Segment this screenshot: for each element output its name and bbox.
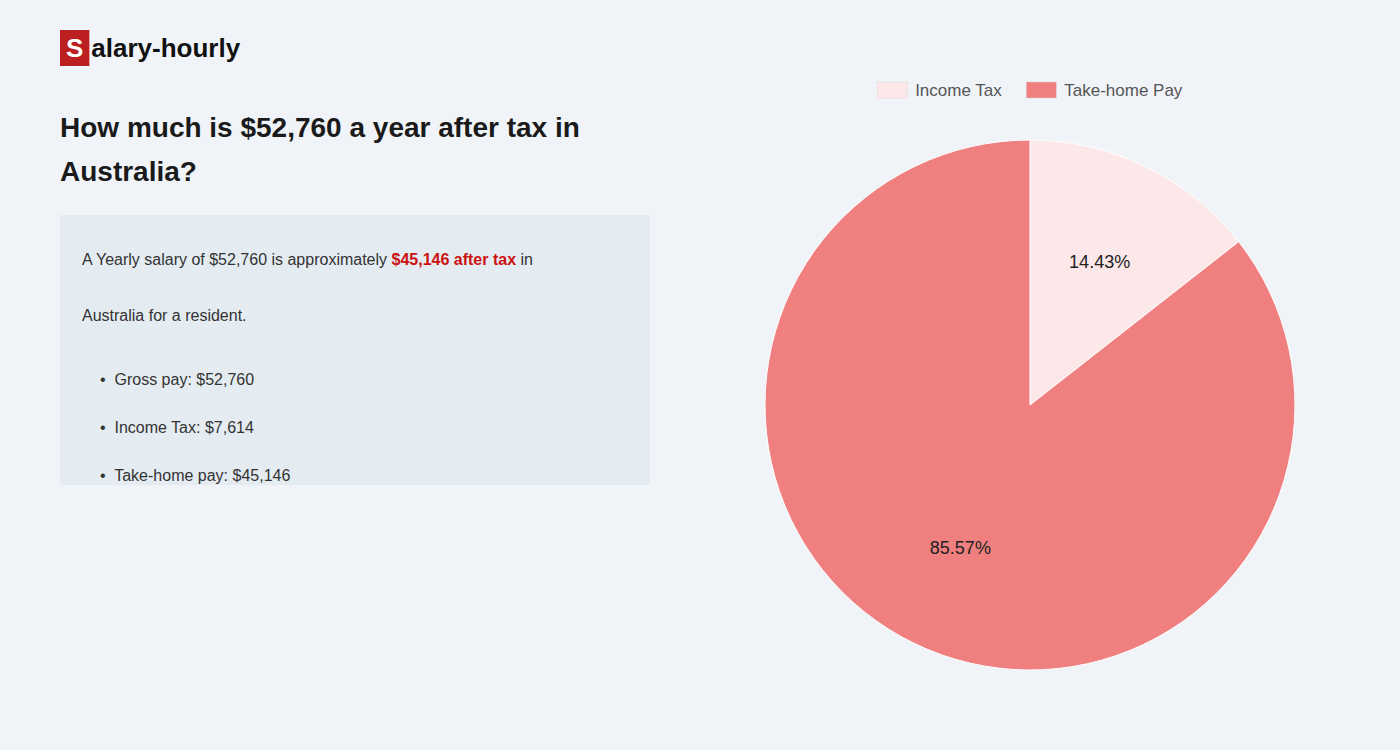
data-labels: 14.43% 85.57% (930, 252, 1130, 558)
logo-initial: S (66, 33, 83, 63)
pie (765, 140, 1295, 670)
legend-item: Take-home Pay (1026, 81, 1183, 100)
heading: How much is $52,760 a year after tax in (60, 112, 580, 143)
logo: Salary-hourly (60, 30, 241, 66)
pie-slice (765, 140, 1295, 670)
background (0, 0, 1400, 750)
data-label: 85.57% (930, 538, 991, 558)
data-label: 14.43% (1069, 252, 1130, 272)
heading: Australia? (60, 156, 197, 187)
body-highlight: $45,146 after tax (392, 251, 517, 268)
legend-label: Income Tax (915, 81, 1002, 100)
body-text: in (516, 251, 533, 268)
bullet: • Take-home pay: $45,146 (100, 467, 290, 484)
legend: Income Tax Take-home Pay (877, 81, 1183, 100)
logo-text: alary-hourly (91, 33, 240, 63)
logo-box (60, 30, 89, 66)
info-box (60, 215, 650, 485)
legend-label: Take-home Pay (1064, 81, 1183, 100)
legend-swatch (1026, 82, 1056, 98)
body-text: A Yearly salary of $52,760 is approximat… (82, 251, 392, 268)
legend-swatch (877, 82, 907, 98)
body-text: Australia for a resident. (82, 307, 247, 324)
chart-root: Salary-hourly How much is $52,760 a year … (0, 0, 1400, 750)
bullet: • Gross pay: $52,760 (100, 371, 254, 388)
bullet: • Income Tax: $7,614 (100, 419, 254, 436)
body-line: A Yearly salary of $52,760 is approximat… (82, 251, 533, 268)
legend-item: Income Tax (877, 81, 1002, 100)
